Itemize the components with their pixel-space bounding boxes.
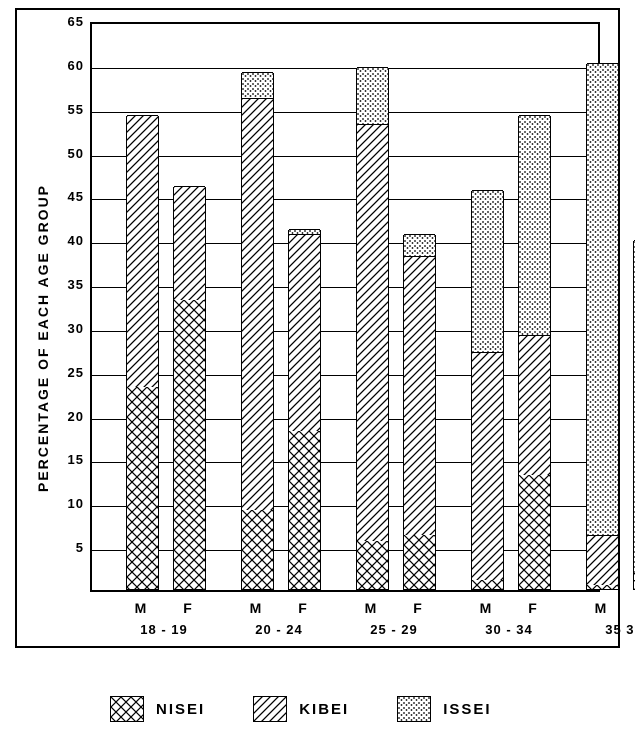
x-tick-label: F: [401, 600, 434, 616]
bar-segment-issei: [472, 190, 503, 352]
y-tick-label: 40: [56, 233, 84, 248]
y-axis-label: PERCENTAGE OF EACH AGE GROUP: [35, 184, 51, 492]
x-tick-label: M: [469, 600, 502, 616]
legend-swatch-issei: [397, 696, 431, 722]
bar-segment-nisei: [242, 510, 273, 589]
bar: [518, 116, 551, 590]
bar-segment-kibei: [242, 98, 273, 510]
bar-segment-nisei: [404, 535, 435, 589]
legend-item-issei: ISSEI: [397, 696, 491, 722]
bar-segment-nisei: [519, 475, 550, 589]
x-group-label: 30 - 34: [464, 622, 554, 637]
bar-segment-kibei: [127, 115, 158, 387]
bar: [586, 64, 619, 590]
bar-segment-issei: [519, 115, 550, 334]
x-tick-label: F: [286, 600, 319, 616]
legend-label-kibei: KIBEI: [299, 701, 349, 718]
x-tick-label: M: [124, 600, 157, 616]
y-tick-label: 15: [56, 452, 84, 467]
bar-segment-issei: [242, 72, 273, 98]
chart-container: PERCENTAGE OF EACH AGE GROUP NISEI KIBEI…: [0, 0, 635, 742]
x-tick-label: F: [171, 600, 204, 616]
y-tick-label: 20: [56, 409, 84, 424]
bar-segment-issei: [587, 63, 618, 535]
bar: [356, 68, 389, 590]
x-tick-label: F: [516, 600, 549, 616]
y-tick-label: 65: [56, 14, 84, 29]
x-group-label: 25 - 29: [349, 622, 439, 637]
bar: [471, 191, 504, 590]
bar-segment-kibei: [519, 335, 550, 475]
y-tick-label: 25: [56, 365, 84, 380]
bar-segment-nisei: [472, 580, 503, 589]
y-tick-label: 10: [56, 496, 84, 511]
y-tick-label: 35: [56, 277, 84, 292]
bar: [173, 187, 206, 590]
bar-segment-issei: [404, 234, 435, 256]
bar-segment-kibei: [404, 256, 435, 535]
bar-segment-issei: [357, 67, 388, 124]
bar-segment-issei: [289, 229, 320, 233]
gridline: [92, 112, 598, 113]
y-tick-label: 55: [56, 102, 84, 117]
bar: [241, 73, 274, 590]
x-tick-label: F: [631, 600, 635, 616]
legend: NISEI KIBEI ISSEI: [110, 696, 492, 722]
legend-item-kibei: KIBEI: [253, 696, 349, 722]
y-tick-label: 30: [56, 321, 84, 336]
bar-segment-kibei: [357, 124, 388, 541]
y-tick-label: 60: [56, 58, 84, 73]
bar: [403, 235, 436, 590]
bar-segment-nisei: [289, 431, 320, 589]
y-tick-label: 50: [56, 146, 84, 161]
bar-segment-nisei: [127, 387, 158, 589]
legend-label-nisei: NISEI: [156, 701, 205, 718]
plot-area: [90, 22, 600, 592]
y-tick-label: 5: [56, 540, 84, 555]
x-tick-label: M: [354, 600, 387, 616]
legend-item-nisei: NISEI: [110, 696, 205, 722]
x-group-label: 20 - 24: [234, 622, 324, 637]
x-group-label: 18 - 19: [119, 622, 209, 637]
bar-segment-kibei: [587, 535, 618, 585]
bar-segment-nisei: [174, 300, 205, 589]
legend-label-issei: ISSEI: [443, 701, 491, 718]
y-tick-label: 45: [56, 189, 84, 204]
bar-segment-nisei: [587, 585, 618, 589]
x-group-label: 35 39: [579, 622, 635, 637]
gridline: [92, 68, 598, 69]
legend-swatch-kibei: [253, 696, 287, 722]
x-tick-label: M: [584, 600, 617, 616]
bar-segment-kibei: [472, 352, 503, 580]
bar-segment-kibei: [289, 234, 320, 431]
bar: [288, 230, 321, 590]
bar: [126, 116, 159, 590]
legend-swatch-nisei: [110, 696, 144, 722]
x-tick-label: M: [239, 600, 272, 616]
bar-segment-nisei: [357, 541, 388, 589]
bar-segment-kibei: [174, 186, 205, 300]
